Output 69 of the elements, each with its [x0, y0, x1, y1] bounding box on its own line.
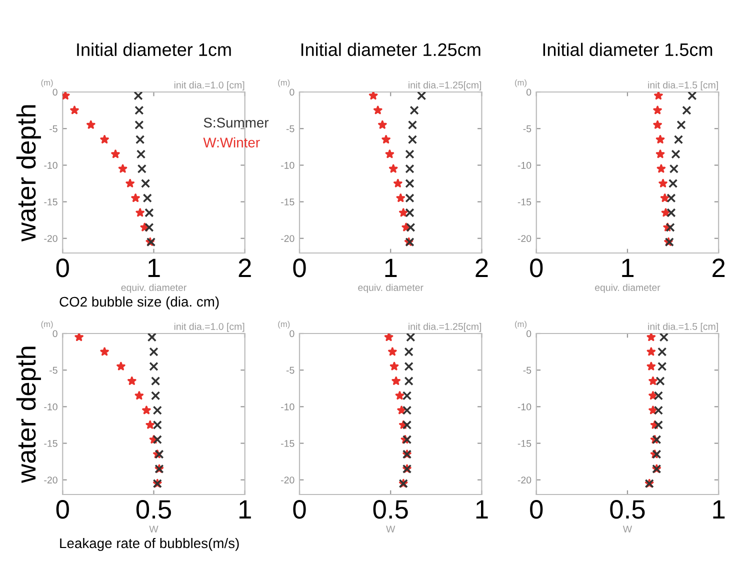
- text: (m): [515, 79, 526, 88]
- y-tick-label: -10: [518, 403, 532, 410]
- y-tick-label: 0: [52, 88, 58, 96]
- y-tick-label: -10: [518, 162, 532, 169]
- y-tick-label: -5: [286, 125, 294, 132]
- x-tick-label: 2: [712, 258, 725, 277]
- y-axis-title: water depth: [16, 105, 41, 242]
- y-tick-label: 0: [290, 330, 294, 338]
- y-tick-label: 0: [52, 330, 58, 338]
- y-tick-label: -5: [50, 125, 58, 132]
- x-axis-title: W: [386, 526, 396, 532]
- x-tick-label: 2: [476, 258, 488, 277]
- chart-title: Initial diameter 1.5cm: [543, 42, 712, 56]
- x-tick-label: 2: [238, 258, 251, 277]
- x-tick-label: 1: [385, 258, 397, 277]
- text: Leakage rate of bubbles(m/s): [60, 538, 239, 551]
- y-tick-label: -20: [281, 476, 294, 484]
- y-tick-label: -20: [44, 235, 58, 242]
- y-tick-label: -10: [281, 403, 294, 410]
- y-tick-label: -5: [523, 125, 532, 132]
- y-tick-label: -15: [44, 440, 58, 447]
- x-tick-label: 1: [148, 258, 160, 277]
- chart-title: Initial diameter 1cm: [77, 42, 231, 56]
- y-tick-label: -10: [281, 162, 294, 169]
- y-tick-label: -20: [518, 235, 532, 242]
- text: init dia.=1.0 [cm]: [174, 81, 244, 90]
- x-tick-label: 0.5: [610, 500, 645, 519]
- x-tick-label: 1: [476, 500, 488, 518]
- y-tick-label: -10: [44, 162, 58, 169]
- y-tick-label: -15: [281, 440, 294, 447]
- x-tick-label: 0.5: [136, 500, 171, 519]
- text: init dia.=1.0 [cm]: [174, 322, 244, 332]
- text: init dia.=1.25[cm]: [408, 81, 482, 90]
- y-tick-label: 0: [526, 330, 532, 338]
- chart-title: Initial diameter 1.25cm: [301, 42, 480, 56]
- text: (m): [278, 320, 290, 329]
- x-tick-label: 1: [240, 500, 251, 518]
- x-axis-title: W: [622, 526, 632, 532]
- y-tick-label: -5: [286, 366, 294, 374]
- text: S:Summer: [204, 118, 269, 128]
- y-tick-label: -10: [44, 403, 58, 410]
- y-tick-label: -5: [523, 366, 532, 374]
- y-tick-label: -15: [518, 198, 532, 206]
- y-tick-label: 0: [526, 88, 532, 96]
- text: W:Winter: [203, 137, 260, 148]
- y-tick-label: -15: [518, 440, 532, 447]
- x-axis-title: equiv. diameter: [121, 284, 186, 293]
- y-tick-label: -15: [281, 198, 294, 206]
- text: (m): [515, 320, 526, 329]
- x-axis-title: W: [149, 526, 158, 532]
- y-tick-label: 0: [290, 88, 294, 96]
- text: (m): [41, 79, 53, 88]
- text: CO2 bubble size (dia. cm): [60, 296, 219, 310]
- text: init dia.=1.5 [cm]: [648, 322, 718, 332]
- text: init dia.=1.5 [cm]: [648, 81, 718, 90]
- x-tick-label: 1: [622, 258, 634, 277]
- y-tick-label: -15: [44, 198, 58, 206]
- x-axis-title: equiv. diameter: [358, 284, 424, 293]
- text: (m): [278, 79, 290, 88]
- text: init dia.=1.25[cm]: [408, 322, 482, 332]
- x-axis-title: equiv. diameter: [595, 284, 660, 293]
- y-tick-label: -20: [518, 476, 532, 484]
- y-axis-title: water depth: [16, 346, 41, 483]
- x-tick-label: 0.5: [373, 500, 408, 519]
- y-tick-label: -5: [50, 366, 58, 374]
- x-tick-label: 1: [713, 500, 725, 518]
- y-tick-label: -20: [281, 235, 294, 242]
- text: (m): [41, 320, 53, 329]
- y-tick-label: -20: [44, 476, 58, 484]
